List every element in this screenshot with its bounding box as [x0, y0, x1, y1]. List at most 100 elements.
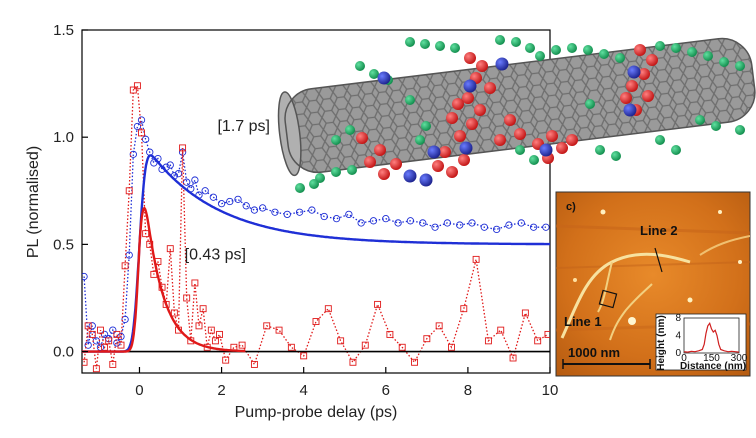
data-point [183, 294, 191, 302]
data-point [113, 339, 121, 347]
data-point [295, 208, 304, 216]
fit-annotation: [0.43 ps] [185, 246, 246, 263]
data-point [137, 116, 146, 124]
data-point [312, 318, 320, 325]
data-point [142, 230, 150, 238]
data-point [222, 356, 230, 364]
profile-x-tick: 300 [731, 353, 748, 364]
data-point [521, 309, 529, 317]
data-point [374, 300, 382, 308]
data-point [191, 279, 199, 287]
x-axis-title: Pump-probe delay (ps) [235, 404, 398, 421]
data-point [174, 169, 183, 178]
data-point [109, 360, 117, 368]
data-point [448, 343, 455, 351]
data-point [216, 330, 223, 338]
data-point [117, 332, 125, 341]
y-tick-label: 0.5 [53, 236, 74, 253]
data-point [345, 210, 353, 219]
data-point [141, 135, 150, 143]
data-point [92, 365, 100, 373]
data-point [88, 330, 96, 338]
data-point [109, 326, 117, 334]
data-point [258, 204, 267, 212]
y-axis-title: PL (normalised) [25, 146, 42, 258]
height-profile-line [683, 321, 740, 353]
data-point [226, 197, 234, 206]
data-point [492, 225, 501, 234]
data-point [443, 219, 452, 227]
data-point [456, 221, 464, 229]
data-point [505, 221, 513, 229]
data-point [121, 262, 129, 270]
plot-frame [81, 29, 551, 374]
data-point [287, 343, 295, 351]
data-point [361, 341, 369, 349]
x-tick-label: 4 [300, 382, 308, 399]
data-point [460, 305, 468, 313]
data-point [133, 82, 141, 90]
data-point [357, 219, 365, 227]
data-point [195, 322, 203, 330]
profile-y-tick: 0 [675, 348, 681, 359]
data-point [129, 150, 137, 158]
data-point [183, 178, 191, 186]
data-point [138, 129, 145, 137]
data-point [166, 245, 174, 253]
data-point [435, 322, 443, 330]
data-point [166, 161, 174, 169]
data-point [263, 322, 271, 330]
x-tick-label: 2 [217, 382, 225, 399]
data-point [105, 337, 113, 345]
data-point [129, 86, 137, 94]
data-point [349, 358, 357, 366]
fit-curve [82, 154, 550, 353]
data-point [82, 358, 88, 366]
data-point [332, 214, 341, 223]
data-point [250, 206, 259, 214]
data-point [170, 309, 178, 317]
data-point [517, 219, 525, 227]
data-point [509, 354, 517, 362]
data-point [406, 217, 415, 225]
data-point [125, 187, 133, 195]
data-point [113, 330, 121, 338]
data-point [242, 202, 250, 210]
data-point [398, 343, 406, 351]
data-point [250, 360, 258, 368]
data-point [271, 208, 279, 216]
data-point [300, 352, 308, 360]
data-point [217, 199, 226, 208]
data-point [88, 322, 96, 330]
data-point [534, 337, 542, 345]
data-point [423, 335, 431, 343]
data-point [386, 330, 394, 338]
data-point [117, 341, 125, 349]
y-tick-label: 0.0 [53, 344, 74, 361]
data-point [468, 219, 476, 227]
profile-x-tick: 150 [703, 353, 720, 364]
data-point [324, 305, 332, 313]
data-point [411, 358, 418, 366]
data-point [480, 223, 488, 231]
afm-line1-label: Line 1 [564, 314, 602, 329]
data-point [394, 219, 402, 227]
afm-line2-label: Line 2 [640, 223, 678, 238]
data-point [238, 341, 246, 349]
data-point [529, 223, 538, 231]
data-point [544, 330, 550, 338]
data-point [97, 326, 104, 334]
x-tick-label: 8 [464, 382, 472, 399]
series-red-data [82, 82, 550, 373]
afm-panel-label: c) [566, 201, 576, 213]
data-point [84, 341, 92, 349]
profile-y-title: Height (nm) [656, 315, 667, 371]
profile-x-tick: 0 [681, 353, 687, 364]
data-point [84, 322, 92, 330]
data-point [234, 195, 242, 204]
data-point [211, 337, 219, 345]
fit-annotation: [1.7 ps] [217, 118, 269, 135]
